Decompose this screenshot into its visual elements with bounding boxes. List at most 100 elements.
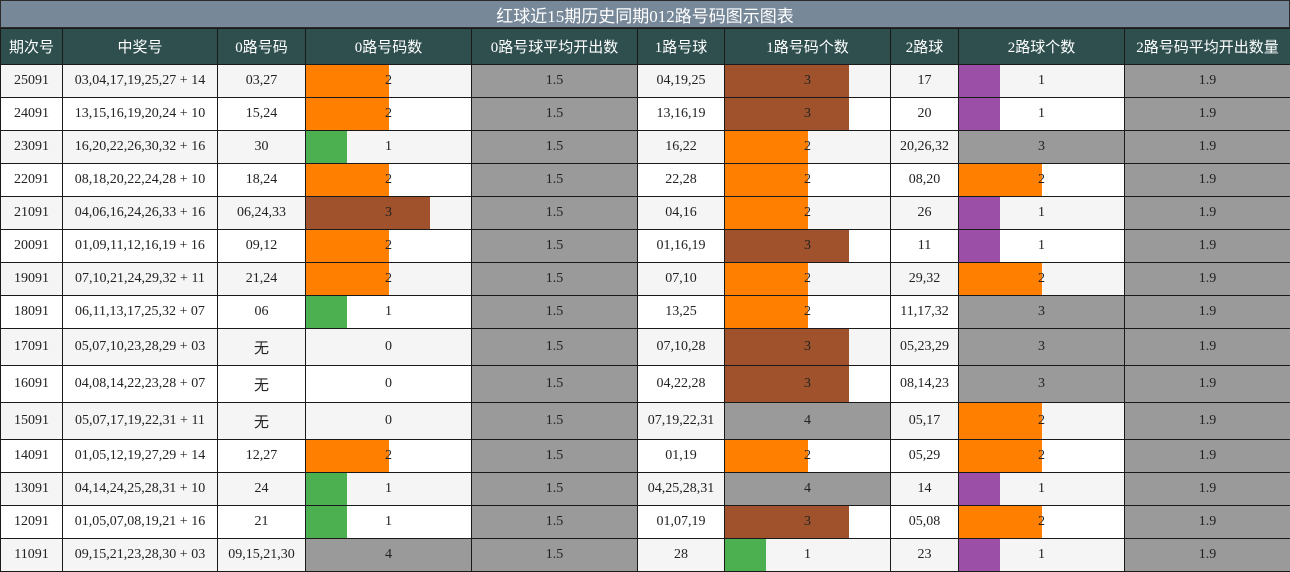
period-cell: 15091 — [0, 402, 63, 440]
route0-avg-cell: 1.5 — [471, 439, 638, 473]
numbers-cell: 01,09,11,12,16,19 + 16 — [62, 229, 218, 263]
route1-count-cell-bar — [725, 366, 849, 402]
route2-count-cell: 2 — [958, 262, 1125, 296]
table-row: 22091 08,18,20,22,24,28 + 10 18,24 2 1.5 22,2… — [0, 163, 1290, 197]
route1-count-cell-bar — [725, 197, 808, 229]
header-numbers: 中奖号 — [62, 28, 218, 65]
period-cell: 21091 — [0, 196, 63, 230]
route2-avg-cell: 1.9 — [1124, 196, 1290, 230]
route2-count-cell-bar — [959, 473, 1001, 505]
route2-count-cell-value: 3 — [1038, 139, 1045, 154]
route1-cell: 01,19 — [637, 439, 725, 473]
route0-count-cell-bar — [306, 164, 389, 196]
period-cell: 25091 — [0, 64, 63, 98]
route1-count-cell: 3 — [724, 64, 891, 98]
route0-count-cell: 2 — [305, 439, 472, 473]
route2-count-cell: 3 — [958, 130, 1125, 164]
route2-avg-cell: 1.9 — [1124, 472, 1290, 506]
route2-count-cell: 2 — [958, 163, 1125, 197]
route2-cell: 05,17 — [890, 402, 959, 440]
route0-avg-cell: 1.5 — [471, 64, 638, 98]
route2-count-cell-bar — [959, 164, 1042, 196]
route0-avg-cell: 1.5 — [471, 402, 638, 440]
route0-count-cell-bar — [306, 65, 389, 97]
numbers-cell: 07,10,21,24,29,32 + 11 — [62, 262, 218, 296]
route2-count-cell-bar — [959, 440, 1042, 472]
route1-count-cell-value: 2 — [804, 271, 811, 286]
route2-count-cell-value: 1 — [1038, 205, 1045, 220]
route2-avg-cell: 1.9 — [1124, 130, 1290, 164]
route2-cell: 23 — [890, 538, 959, 572]
route2-count-cell: 2 — [958, 402, 1125, 440]
route1-count-cell-value: 4 — [804, 481, 811, 496]
route1-count-cell-value: 3 — [804, 238, 811, 253]
route0-count-cell-value: 0 — [385, 413, 392, 428]
period-cell: 13091 — [0, 472, 63, 506]
route0-count-cell: 2 — [305, 163, 472, 197]
numbers-cell: 09,15,21,23,28,30 + 03 — [62, 538, 218, 572]
route0-cell: 06,24,33 — [217, 196, 306, 230]
route0-count-cell-value: 1 — [385, 139, 392, 154]
data-table: 期次号 中奖号 0路号码 0路号码数 0路号球平均开出数 1路号球 1路号码个数… — [0, 28, 1290, 572]
route1-count-cell-bar — [725, 65, 849, 97]
route2-avg-cell: 1.9 — [1124, 328, 1290, 366]
route0-count-cell-value: 0 — [385, 339, 392, 354]
route2-count-cell-bar — [959, 506, 1042, 538]
route0-count-cell: 4 — [305, 538, 472, 572]
route0-count-cell: 2 — [305, 64, 472, 98]
route1-count-cell-value: 4 — [804, 413, 811, 428]
route1-count-cell-bar — [725, 164, 808, 196]
header-route0-count: 0路号码数 — [305, 28, 472, 65]
numbers-cell: 01,05,12,19,27,29 + 14 — [62, 439, 218, 473]
route1-count-cell-bar — [725, 131, 808, 163]
header-route2-avg: 2路号码平均开出数量 — [1124, 28, 1290, 65]
route0-count-cell-value: 2 — [385, 172, 392, 187]
route0-cell: 21,24 — [217, 262, 306, 296]
route0-count-cell-value: 1 — [385, 481, 392, 496]
route1-count-cell: 3 — [724, 365, 891, 403]
period-cell: 23091 — [0, 130, 63, 164]
route1-count-cell-value: 2 — [804, 172, 811, 187]
route2-count-cell: 2 — [958, 505, 1125, 539]
period-cell: 20091 — [0, 229, 63, 263]
route2-avg-cell: 1.9 — [1124, 365, 1290, 403]
route0-count-cell-bar — [306, 98, 389, 130]
route1-count-cell: 4 — [724, 472, 891, 506]
numbers-cell: 04,06,16,24,26,33 + 16 — [62, 196, 218, 230]
route0-cell: 无 — [217, 328, 306, 366]
route1-count-cell: 2 — [724, 163, 891, 197]
route2-count-cell: 1 — [958, 229, 1125, 263]
route2-cell: 08,20 — [890, 163, 959, 197]
route2-count-cell-value: 2 — [1038, 448, 1045, 463]
header-row: 期次号 中奖号 0路号码 0路号码数 0路号球平均开出数 1路号球 1路号码个数… — [0, 28, 1290, 65]
table-row: 24091 13,15,16,19,20,24 + 10 15,24 2 1.5 13,1… — [0, 97, 1290, 131]
route2-count-cell-value: 3 — [1038, 376, 1045, 391]
route1-cell: 01,07,19 — [637, 505, 725, 539]
route2-count-cell-value: 1 — [1038, 106, 1045, 121]
route0-avg-cell: 1.5 — [471, 262, 638, 296]
route1-count-cell-value: 1 — [804, 547, 811, 562]
header-route1: 1路号球 — [637, 28, 725, 65]
route1-cell: 16,22 — [637, 130, 725, 164]
route2-cell: 05,08 — [890, 505, 959, 539]
route2-count-cell-value: 1 — [1038, 547, 1045, 562]
table-row: 25091 03,04,17,19,25,27 + 14 03,27 2 1.5 04,1… — [0, 64, 1290, 98]
table-row: 20091 01,09,11,12,16,19 + 16 09,12 2 1.5 01,1… — [0, 229, 1290, 263]
route2-cell: 29,32 — [890, 262, 959, 296]
route2-avg-cell: 1.9 — [1124, 402, 1290, 440]
route1-cell: 13,16,19 — [637, 97, 725, 131]
route0-cell: 09,12 — [217, 229, 306, 263]
route1-count-cell-bar — [725, 296, 808, 328]
route1-count-cell-bar — [725, 506, 849, 538]
route0-count-cell-bar — [306, 131, 348, 163]
route0-count-cell-bar — [306, 230, 389, 262]
route2-cell: 05,29 — [890, 439, 959, 473]
route1-cell: 04,22,28 — [637, 365, 725, 403]
route1-count-cell-value: 3 — [804, 339, 811, 354]
route2-count-cell-bar — [959, 98, 1001, 130]
route2-count-cell: 1 — [958, 472, 1125, 506]
route1-cell: 22,28 — [637, 163, 725, 197]
route1-count-cell: 3 — [724, 328, 891, 366]
route0-avg-cell: 1.5 — [471, 163, 638, 197]
table-row: 19091 07,10,21,24,29,32 + 11 21,24 2 1.5 07,1… — [0, 262, 1290, 296]
